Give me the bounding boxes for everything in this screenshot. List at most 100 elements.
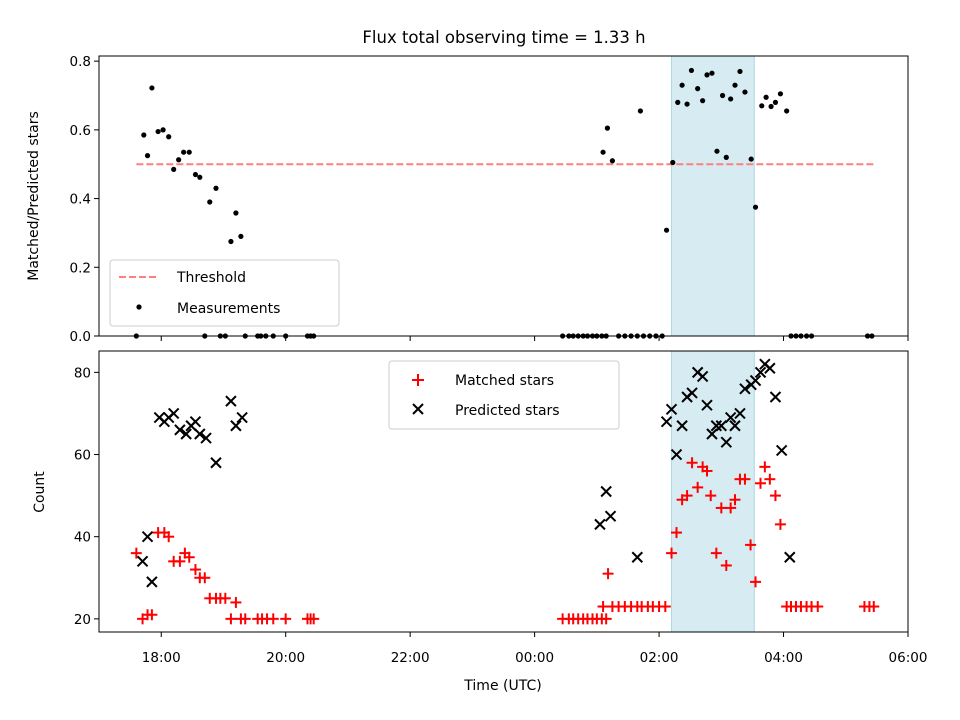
measurements-point — [141, 132, 147, 138]
x-tick-label: 18:00 — [142, 650, 181, 666]
x-tick-label: 00:00 — [515, 650, 554, 666]
predicted-stars-point — [784, 551, 796, 563]
ratio-y-tick-label: 0.0 — [70, 329, 91, 345]
matched-stars-point — [812, 601, 824, 613]
x-axis-label: Time (UTC) — [463, 678, 541, 694]
matched-stars-point — [146, 609, 158, 621]
measurements-point — [709, 70, 715, 76]
predicted-stars-point — [167, 407, 180, 420]
measurements-point — [663, 227, 670, 233]
matched-stars-point — [280, 613, 292, 625]
matched-stars-point — [755, 477, 767, 489]
count-y-tick-label: 20 — [74, 612, 91, 628]
ratio-data-layer — [133, 67, 875, 339]
predicted-stars-point — [665, 403, 678, 416]
ratio-legend: Threshold Measurements — [109, 259, 340, 327]
matched-stars-point — [600, 613, 612, 625]
predicted-stars-point — [734, 407, 746, 420]
predicted-stars-point — [715, 420, 728, 432]
measurements-point — [748, 156, 754, 162]
predicted-legend-label: Predicted stars — [455, 403, 560, 419]
predicted-stars-point — [180, 428, 192, 440]
measurements-point — [719, 92, 726, 99]
measurements-point — [675, 99, 681, 105]
measurements-point — [604, 125, 611, 131]
predicted-stars-point — [686, 387, 698, 399]
ratio-axes-frame — [98, 55, 909, 337]
ratio-y-tick-label: 0.8 — [70, 54, 91, 70]
measurements-point — [207, 199, 213, 205]
matched-stars-point — [692, 481, 704, 493]
measurements-point — [684, 101, 690, 107]
chart-title: Flux total observing time = 1.33 h — [362, 28, 645, 47]
count-legend-box — [388, 360, 620, 430]
predicted-stars-point — [660, 415, 673, 428]
measurements-point — [700, 98, 706, 104]
x-tick-label: 06:00 — [889, 650, 928, 666]
matched-stars-point — [666, 547, 678, 559]
matched-stars-point — [174, 555, 186, 567]
matched-stars-point — [745, 539, 757, 551]
measurements-point — [763, 94, 769, 100]
matched-stars-point — [715, 502, 727, 514]
matched-legend-swatch — [412, 374, 424, 386]
measurements-point — [714, 148, 720, 154]
measurements-point — [155, 128, 161, 135]
predicted-stars-point — [594, 518, 606, 531]
predicted-stars-point — [600, 485, 612, 498]
matched-stars-point — [764, 473, 776, 485]
matched-stars-point — [739, 473, 751, 485]
matched-stars-point — [710, 547, 722, 559]
predicted-stars-point — [706, 428, 718, 440]
x-tick-label: 02:00 — [640, 650, 679, 666]
measurements-point — [609, 158, 616, 164]
count-axes-frame — [98, 350, 909, 633]
measurements-point — [723, 154, 729, 160]
measurements-point — [752, 204, 759, 210]
count-data-layer — [130, 358, 880, 625]
predicted-stars-point — [146, 576, 158, 588]
measurements-point — [732, 82, 738, 88]
measurements-point — [688, 67, 695, 74]
measurements-point — [737, 68, 743, 75]
matched-stars-point — [701, 465, 713, 477]
measurements-point — [166, 134, 172, 140]
ratio-y-axis-label: Matched/Predicted stars — [26, 111, 42, 281]
measurements-point — [213, 185, 219, 191]
matched-stars-point — [267, 613, 279, 625]
predicted-stars-point — [764, 362, 776, 374]
x-tick-label: 04:00 — [764, 650, 803, 666]
ratio-panel: 0.0 0.2 0.4 0.6 0.8 Matched/Predicted stars — [26, 54, 909, 345]
predicted-legend-swatch — [412, 403, 424, 415]
measurements-point — [192, 171, 199, 178]
count-y-tick-label: 80 — [74, 365, 91, 381]
matched-stars-point — [183, 551, 195, 563]
matched-stars-point — [868, 601, 880, 613]
measurements-point — [728, 96, 734, 102]
matched-stars-point — [219, 592, 231, 604]
predicted-stars-point — [174, 424, 186, 436]
measurements-point — [233, 210, 239, 216]
time-x-axis: 18:00 20:00 22:00 00:00 02:00 04:00 06:00 — [142, 650, 928, 666]
predicted-stars-point — [236, 411, 248, 424]
count-panel: 20 40 60 80 Count — [32, 350, 909, 637]
matched-stars-point — [720, 559, 732, 571]
measurements-point — [149, 85, 155, 91]
predicted-stars-point — [676, 420, 688, 432]
predicted-stars-point — [724, 411, 737, 424]
predicted-stars-point — [720, 436, 732, 448]
predicted-stars-point — [701, 399, 713, 411]
highlight-span-layer — [671, 55, 755, 337]
ratio-legend-box — [109, 259, 340, 327]
measurements-point — [176, 157, 182, 163]
x-tick-label: 22:00 — [391, 650, 430, 666]
measurements-point — [679, 82, 685, 88]
measurements-point — [772, 99, 779, 105]
matched-stars-point — [199, 572, 211, 584]
count-y-tick-label: 60 — [74, 448, 91, 464]
matched-stars-point — [163, 531, 175, 543]
measurements-point — [197, 174, 203, 180]
predicted-stars-point — [631, 551, 644, 563]
predicted-stars-point — [696, 370, 709, 383]
predicted-stars-point — [670, 448, 683, 461]
